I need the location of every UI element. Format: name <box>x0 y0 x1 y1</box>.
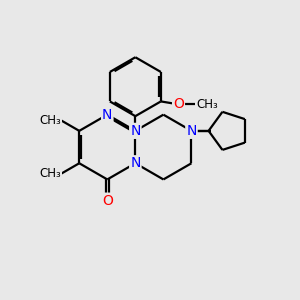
Text: CH₃: CH₃ <box>40 114 62 127</box>
Text: CH₃: CH₃ <box>40 167 62 180</box>
Text: N: N <box>186 124 197 138</box>
Text: O: O <box>173 98 184 111</box>
Text: O: O <box>102 194 113 208</box>
Text: N: N <box>102 108 112 122</box>
Text: N: N <box>130 124 140 138</box>
Text: N: N <box>130 156 140 170</box>
Text: CH₃: CH₃ <box>196 98 218 111</box>
